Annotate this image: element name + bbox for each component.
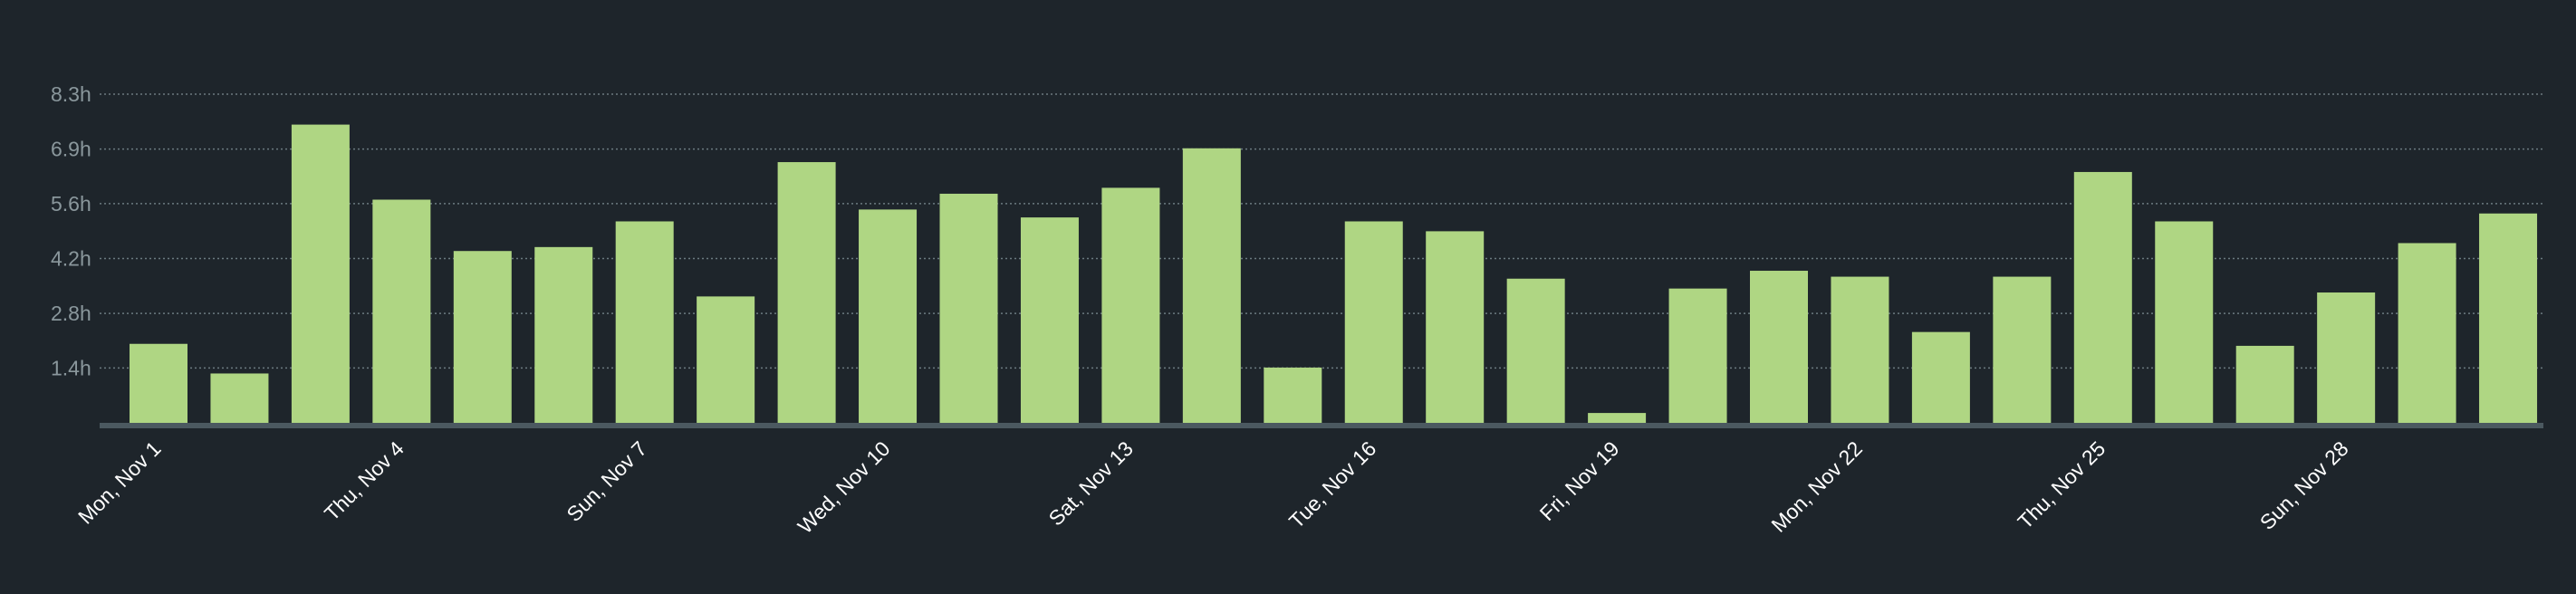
- x-tick-label: Thu, Nov 4: [320, 436, 409, 525]
- y-tick-label: 5.6h: [51, 192, 91, 216]
- x-axis-baseline: [100, 423, 2543, 428]
- bar: [372, 199, 431, 423]
- bar: [1020, 217, 1079, 423]
- bar: [1506, 278, 1565, 423]
- bar: [130, 343, 187, 423]
- x-tick-label: Tue, Nov 16: [1284, 436, 1380, 532]
- bar: [1588, 413, 1647, 423]
- bar: [2073, 171, 2132, 423]
- x-tick-label: Thu, Nov 25: [2013, 436, 2110, 533]
- x-tick-label: Sat, Nov 13: [1044, 436, 1138, 530]
- bar: [1344, 221, 1403, 423]
- bar: [777, 162, 836, 423]
- y-tick-label: 2.8h: [51, 302, 91, 325]
- y-axis-ticks: 1.4h 2.8h 4.2h 5.6h 6.9h 8.3h: [51, 82, 91, 379]
- bar: [1668, 288, 1727, 423]
- bar: [1993, 276, 2052, 423]
- bar: [210, 373, 269, 423]
- bar: [453, 251, 512, 423]
- bar: [1831, 276, 1889, 423]
- bar: [1426, 231, 1485, 423]
- y-tick-label: 1.4h: [51, 356, 91, 379]
- x-tick-label: Sun, Nov 7: [562, 436, 651, 526]
- bar: [1911, 331, 1970, 423]
- bar: [939, 193, 998, 423]
- y-tick-label: 6.9h: [51, 138, 91, 161]
- bar: [2155, 221, 2214, 423]
- x-tick-label: Mon, Nov 1: [73, 436, 166, 529]
- x-axis-line: [100, 423, 2543, 428]
- x-tick-label: Sun, Nov 28: [2255, 436, 2353, 534]
- bar: [1750, 271, 1808, 423]
- y-tick-label: 4.2h: [51, 247, 91, 271]
- x-tick-label: Wed, Nov 10: [793, 436, 894, 538]
- bar: [697, 296, 755, 423]
- x-tick-label: Fri, Nov 19: [1535, 436, 1624, 525]
- bar: [2479, 213, 2538, 423]
- x-axis-ticks: Mon, Nov 1 Thu, Nov 4 Sun, Nov 7 Wed, Nov 1…: [73, 436, 2353, 538]
- bars: [130, 124, 2538, 424]
- bar: [2398, 243, 2456, 423]
- bar: [615, 221, 674, 423]
- bar: [291, 124, 350, 423]
- bar: [1264, 367, 1322, 423]
- y-tick-label: 8.3h: [51, 82, 91, 106]
- bar: [2235, 345, 2294, 423]
- bar: [859, 209, 918, 423]
- x-tick-label: Mon, Nov 22: [1766, 436, 1867, 537]
- bar: [2317, 292, 2376, 423]
- bar: [1182, 148, 1241, 424]
- bar: [1101, 187, 1160, 423]
- bar: [534, 246, 593, 423]
